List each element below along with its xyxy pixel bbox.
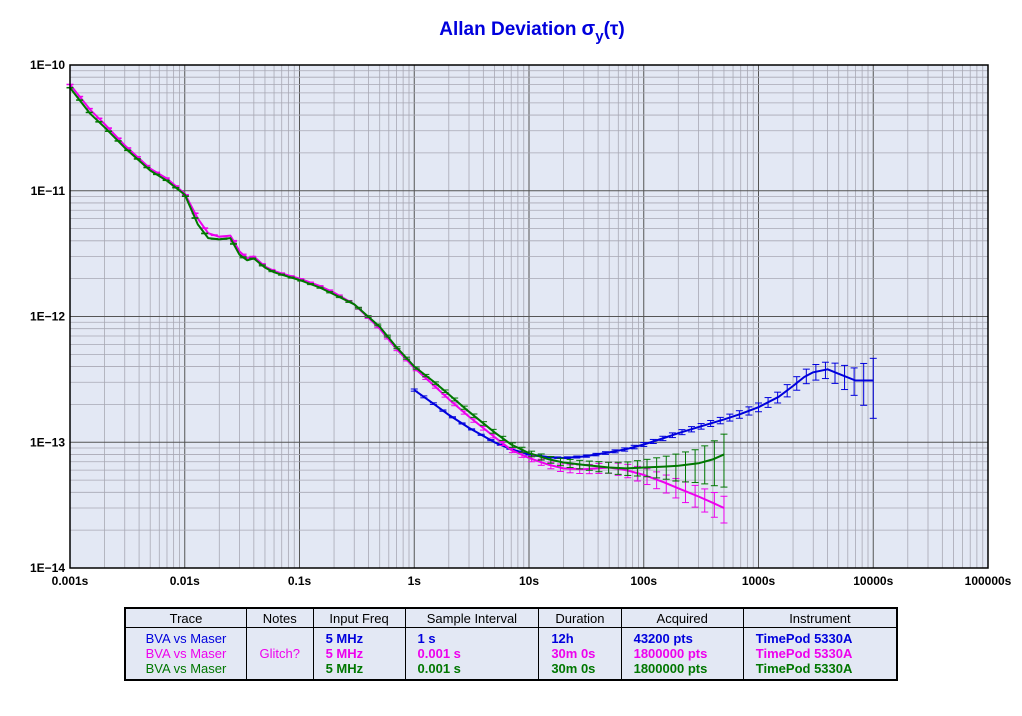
legend-cell: BVA vs Maser bbox=[124, 627, 247, 646]
series-3-line bbox=[69, 87, 725, 470]
legend-row: BVA vs Maser Glitch? 5 MHz 0.001 s 30m 0s 180… bbox=[124, 646, 898, 661]
x-tick-label: 10s bbox=[519, 574, 539, 588]
x-tick-label: 100s bbox=[630, 574, 657, 588]
legend-header-cell: Trace bbox=[124, 607, 247, 628]
series-layer bbox=[66, 83, 877, 524]
y-tick-label: 1E−10 bbox=[30, 58, 65, 72]
legend-cell: 1800000 pts bbox=[620, 646, 744, 661]
legend-cell: TimePod 5330A bbox=[742, 646, 898, 661]
legend-cell: 5 MHz bbox=[312, 646, 406, 661]
series-1-line bbox=[413, 368, 874, 459]
legend-row: BVA vs Maser 5 MHz 1 s 12h 43200 pts TimePod … bbox=[124, 627, 898, 646]
legend-cell: 1800000 pts bbox=[620, 661, 744, 680]
x-tick-label: 1s bbox=[408, 574, 422, 588]
legend-cell: 30m 0s bbox=[538, 646, 622, 661]
y-tick-label: 1E−12 bbox=[30, 310, 65, 324]
legend-header-cell: Notes bbox=[245, 607, 314, 628]
legend-table: Trace Notes Input Freq Sample Interval Durat… bbox=[124, 607, 898, 681]
legend-header-cell: Input Freq bbox=[312, 607, 406, 628]
allan-deviation-chart: Allan Deviation σy(τ) 0.001s 0.01s 0.1s 1s 10… bbox=[30, 18, 1012, 588]
x-tick-label: 100000s bbox=[965, 574, 1012, 588]
x-tick-label: 0.01s bbox=[170, 574, 200, 588]
series-3 bbox=[66, 86, 728, 488]
legend-cell: 1 s bbox=[404, 627, 540, 646]
chart-title: Allan Deviation σy(τ) bbox=[439, 18, 624, 45]
grid-lines bbox=[69, 65, 988, 569]
legend-cell: TimePod 5330A bbox=[742, 627, 898, 646]
legend-header-cell: Sample Interval bbox=[404, 607, 540, 628]
y-tick-label: 1E−13 bbox=[30, 435, 65, 449]
legend-cell: 0.001 s bbox=[404, 661, 540, 680]
legend-cell: 5 MHz bbox=[312, 661, 406, 680]
y-tick-label: 1E−11 bbox=[31, 184, 66, 198]
x-tick-label: 0.001s bbox=[52, 574, 89, 588]
legend-cell bbox=[245, 627, 314, 646]
legend-body: BVA vs Maser 5 MHz 1 s 12h 43200 pts TimePod … bbox=[124, 627, 898, 680]
x-tick-label: 0.1s bbox=[288, 574, 312, 588]
legend-header-row: Trace Notes Input Freq Sample Interval Durat… bbox=[124, 607, 898, 628]
x-tick-label: 10000s bbox=[853, 574, 893, 588]
legend-header-cell: Instrument bbox=[742, 607, 898, 628]
legend-cell: 12h bbox=[538, 627, 622, 646]
legend-row: BVA vs Maser 5 MHz 0.001 s 30m 0s 1800000 pt… bbox=[124, 661, 898, 680]
legend-cell: 43200 pts bbox=[620, 627, 744, 646]
legend-cell bbox=[245, 661, 314, 680]
legend-cell: 0.001 s bbox=[404, 646, 540, 661]
legend-cell: TimePod 5330A bbox=[742, 661, 898, 680]
legend-cell: BVA vs Maser bbox=[124, 646, 247, 661]
legend-header-cell: Acquired bbox=[620, 607, 744, 628]
legend-cell: 5 MHz bbox=[312, 627, 406, 646]
plot-border bbox=[69, 64, 989, 569]
legend-cell: BVA vs Maser bbox=[124, 661, 247, 680]
x-tick-label: 1000s bbox=[742, 574, 776, 588]
chart-title-text: Allan Deviation bbox=[439, 19, 576, 40]
legend-cell: Glitch? bbox=[245, 646, 314, 661]
x-axis-labels: 0.001s 0.01s 0.1s 1s 10s 100s 1000s 10000s 10000… bbox=[52, 574, 1012, 588]
legend-cell: 30m 0s bbox=[538, 661, 622, 680]
y-axis-labels: 1E−10 1E−11 1E−12 1E−13 1E−14 bbox=[30, 58, 65, 575]
y-tick-label: 1E−14 bbox=[30, 561, 65, 575]
legend-header-cell: Duration bbox=[538, 607, 622, 628]
